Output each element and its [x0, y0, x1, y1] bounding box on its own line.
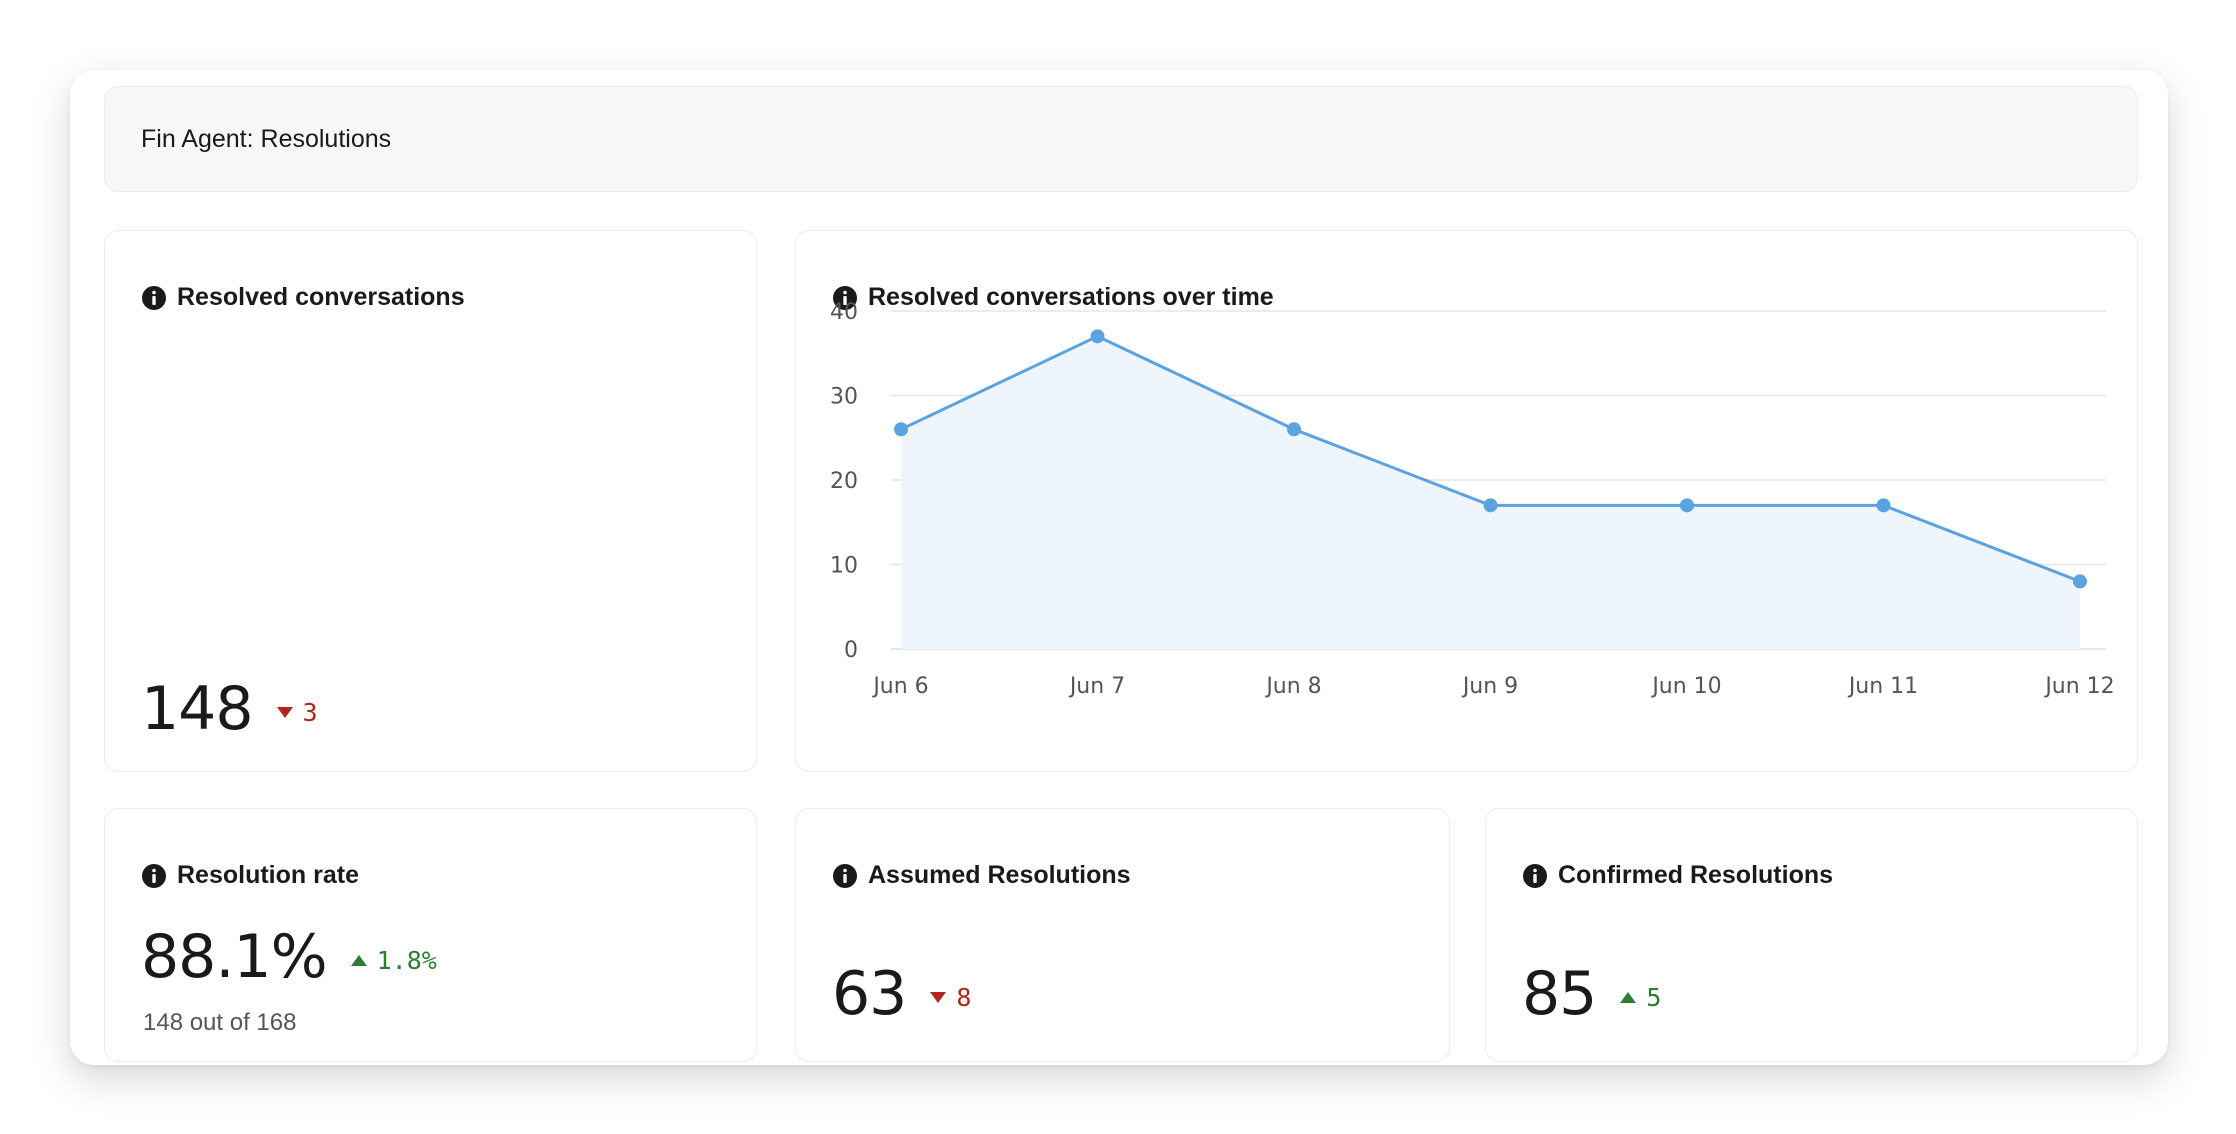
triangle-down-icon [930, 991, 947, 1003]
chart-area-fill [901, 336, 2080, 649]
confirmed-resolutions-delta-value: 5 [1646, 982, 1662, 1012]
resolved-conversations-card: Resolved conversations 148 3 [104, 230, 757, 772]
assumed-resolutions-delta-value: 8 [956, 982, 972, 1012]
x-tick-label: Jun 9 [1461, 674, 1518, 699]
resolved-conversations-value: 148 [141, 674, 254, 744]
info-icon[interactable] [1522, 863, 1548, 889]
x-tick-label: Jun 10 [1650, 674, 1721, 699]
card-title: Resolved conversations [141, 283, 465, 312]
chart-y-axis-labels: 0 10 20 30 40 [830, 300, 858, 663]
resolution-rate-delta: 1.8% [350, 945, 437, 975]
card-title: Confirmed Resolutions [1522, 861, 1833, 890]
info-icon[interactable] [141, 863, 167, 889]
data-point[interactable] [894, 422, 908, 437]
assumed-resolutions-title: Assumed Resolutions [868, 861, 1131, 889]
data-point[interactable] [1287, 422, 1301, 437]
confirmed-resolutions-metric: 85 5 [1522, 964, 1661, 1024]
data-point[interactable] [1483, 498, 1498, 513]
resolved-over-time-title: Resolved conversations over time [868, 283, 1274, 311]
card-title: Resolution rate [141, 861, 359, 890]
data-point[interactable] [1090, 329, 1105, 344]
assumed-resolutions-value: 63 [832, 959, 907, 1029]
chart-points [894, 329, 2087, 589]
confirmed-resolutions-title: Confirmed Resolutions [1558, 861, 1834, 889]
y-tick-label: 10 [830, 554, 858, 579]
info-icon[interactable] [832, 863, 858, 889]
resolution-rate-delta-value: 1.8% [376, 945, 437, 975]
report-title: Fin Agent: Resolutions [141, 125, 392, 153]
x-tick-label: Jun 6 [871, 674, 928, 699]
resolution-rate-subtext: 148 out of 168 [143, 1009, 297, 1036]
resolution-rate-title: Resolution rate [177, 861, 359, 889]
confirmed-resolutions-value: 85 [1522, 959, 1597, 1029]
data-point[interactable] [1876, 498, 1891, 513]
assumed-resolutions-delta: 8 [930, 985, 971, 1010]
chart-x-axis-labels: Jun 6 Jun 7 Jun 8 Jun 9 Jun 10 Jun 11 Jun 12 [871, 674, 2114, 699]
resolution-rate-value: 88.1% [141, 922, 328, 992]
data-point[interactable] [2073, 574, 2087, 589]
x-tick-label: Jun 11 [1847, 674, 1918, 699]
confirmed-resolutions-card: Confirmed Resolutions 85 5 [1485, 808, 2138, 1062]
resolved-conversations-title: Resolved conversations [177, 283, 465, 311]
x-tick-label: Jun 7 [1068, 674, 1125, 699]
y-tick-label: 0 [844, 638, 858, 663]
resolved-conversations-delta: 3 [276, 697, 318, 727]
resolved-over-time-card: Resolved conversations over time 0 10 20 30… [795, 230, 2138, 772]
resolution-rate-card: Resolution rate 88.1% 1.8% 148 out of 168 [104, 808, 757, 1062]
y-tick-label: 30 [830, 385, 858, 410]
resolved-conversations-metric: 148 3 [141, 679, 318, 739]
assumed-resolutions-metric: 63 8 [832, 964, 971, 1024]
y-tick-label: 20 [830, 469, 858, 494]
card-title: Assumed Resolutions [832, 861, 1131, 890]
triangle-up-icon [1620, 991, 1637, 1003]
resolution-rate-metric: 88.1% 1.8% [141, 927, 437, 987]
y-tick-label: 40 [830, 300, 858, 325]
report-panel: Fin Agent: Resolutions Resolved conversa… [70, 70, 2168, 1065]
report-header: Fin Agent: Resolutions [104, 86, 2138, 192]
assumed-resolutions-card: Assumed Resolutions 63 8 [795, 808, 1450, 1062]
x-tick-label: Jun 12 [2043, 674, 2114, 699]
info-icon[interactable] [832, 285, 858, 311]
card-title: Resolved conversations over time [832, 283, 1274, 312]
x-tick-label: Jun 8 [1264, 674, 1321, 699]
data-point[interactable] [1680, 498, 1694, 513]
triangle-down-icon [276, 706, 293, 718]
resolved-conversations-delta-value: 3 [302, 697, 318, 727]
confirmed-resolutions-delta: 5 [1620, 985, 1661, 1010]
info-icon[interactable] [141, 285, 167, 311]
triangle-up-icon [350, 954, 367, 966]
